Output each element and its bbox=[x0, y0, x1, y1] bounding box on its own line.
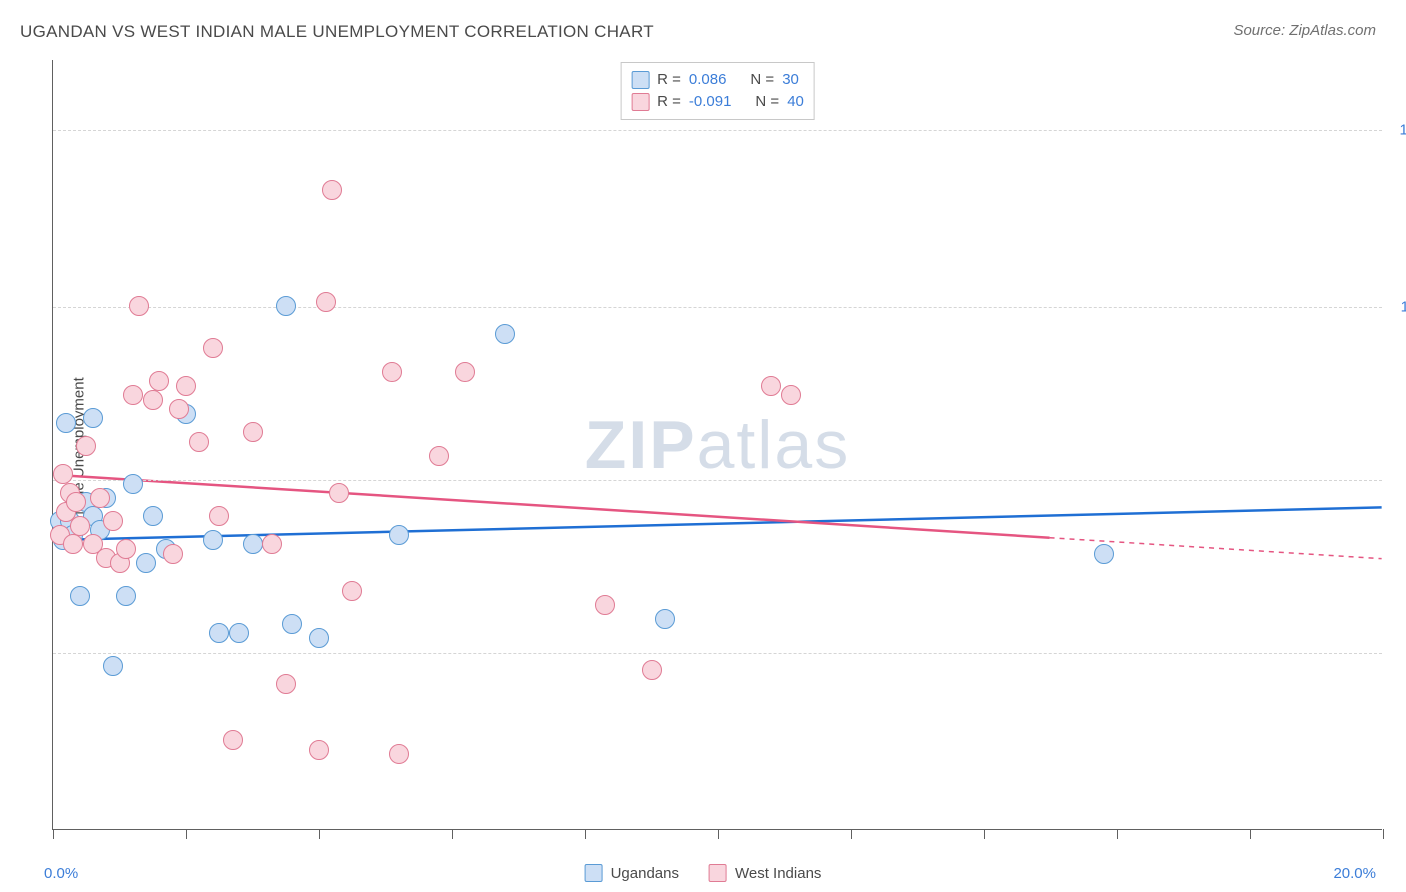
x-axis-min-label: 0.0% bbox=[44, 865, 78, 882]
swatch-icon bbox=[585, 864, 603, 882]
data-point bbox=[243, 422, 263, 442]
data-point bbox=[276, 674, 296, 694]
data-point bbox=[176, 376, 196, 396]
legend-item: Ugandans bbox=[585, 864, 679, 882]
data-point bbox=[129, 296, 149, 316]
y-tick-label: 11.2% bbox=[1401, 299, 1406, 316]
data-point bbox=[53, 464, 73, 484]
data-point bbox=[70, 516, 90, 536]
data-point bbox=[389, 525, 409, 545]
data-point bbox=[429, 446, 449, 466]
data-point bbox=[316, 292, 336, 312]
x-tick bbox=[319, 829, 320, 839]
data-point bbox=[149, 371, 169, 391]
data-point bbox=[70, 586, 90, 606]
x-tick bbox=[585, 829, 586, 839]
data-point bbox=[389, 744, 409, 764]
gridline bbox=[53, 480, 1382, 481]
chart-title: UGANDAN VS WEST INDIAN MALE UNEMPLOYMENT… bbox=[20, 22, 654, 42]
x-tick bbox=[53, 829, 54, 839]
data-point bbox=[229, 623, 249, 643]
data-point bbox=[761, 376, 781, 396]
x-tick bbox=[452, 829, 453, 839]
data-point bbox=[642, 660, 662, 680]
x-tick bbox=[851, 829, 852, 839]
data-point bbox=[123, 474, 143, 494]
data-point bbox=[262, 534, 282, 554]
plot-area: ZIPatlas R = 0.086 N = 30 R = -0.091 N =… bbox=[52, 60, 1382, 830]
data-point bbox=[90, 488, 110, 508]
legend: Ugandans West Indians bbox=[585, 864, 822, 882]
data-point bbox=[655, 609, 675, 629]
x-tick bbox=[984, 829, 985, 839]
swatch-icon bbox=[709, 864, 727, 882]
data-point bbox=[123, 385, 143, 405]
x-tick bbox=[1383, 829, 1384, 839]
data-point bbox=[322, 180, 342, 200]
gridline bbox=[53, 130, 1382, 131]
data-point bbox=[342, 581, 362, 601]
data-point bbox=[143, 506, 163, 526]
data-point bbox=[309, 740, 329, 760]
gridline bbox=[53, 307, 1382, 308]
data-point bbox=[329, 483, 349, 503]
data-point bbox=[189, 432, 209, 452]
chart-container: UGANDAN VS WEST INDIAN MALE UNEMPLOYMENT… bbox=[0, 0, 1406, 892]
data-point bbox=[56, 413, 76, 433]
data-point bbox=[495, 324, 515, 344]
data-point bbox=[66, 492, 86, 512]
data-point bbox=[63, 534, 83, 554]
data-point bbox=[103, 511, 123, 531]
legend-label: West Indians bbox=[735, 865, 821, 882]
data-point bbox=[276, 296, 296, 316]
data-point bbox=[143, 390, 163, 410]
data-point bbox=[243, 534, 263, 554]
data-point bbox=[203, 338, 223, 358]
data-point bbox=[309, 628, 329, 648]
data-point bbox=[382, 362, 402, 382]
data-point bbox=[781, 385, 801, 405]
data-point bbox=[76, 436, 96, 456]
legend-label: Ugandans bbox=[611, 865, 679, 882]
data-point bbox=[169, 399, 189, 419]
chart-source: Source: ZipAtlas.com bbox=[1233, 22, 1376, 39]
data-point bbox=[1094, 544, 1114, 564]
x-tick bbox=[718, 829, 719, 839]
data-point bbox=[595, 595, 615, 615]
trend-lines bbox=[53, 60, 1382, 829]
x-tick bbox=[186, 829, 187, 839]
x-tick bbox=[1250, 829, 1251, 839]
x-tick bbox=[1117, 829, 1118, 839]
data-point bbox=[203, 530, 223, 550]
data-point bbox=[103, 656, 123, 676]
data-point bbox=[116, 586, 136, 606]
data-point bbox=[209, 506, 229, 526]
x-axis-max-label: 20.0% bbox=[1333, 865, 1376, 882]
data-point bbox=[83, 408, 103, 428]
data-point bbox=[282, 614, 302, 634]
data-point bbox=[136, 553, 156, 573]
data-point bbox=[209, 623, 229, 643]
data-point bbox=[163, 544, 183, 564]
data-point bbox=[116, 539, 136, 559]
y-tick-label: 15.0% bbox=[1399, 122, 1406, 139]
legend-item: West Indians bbox=[709, 864, 821, 882]
data-point bbox=[223, 730, 243, 750]
gridline bbox=[53, 653, 1382, 654]
data-point bbox=[455, 362, 475, 382]
